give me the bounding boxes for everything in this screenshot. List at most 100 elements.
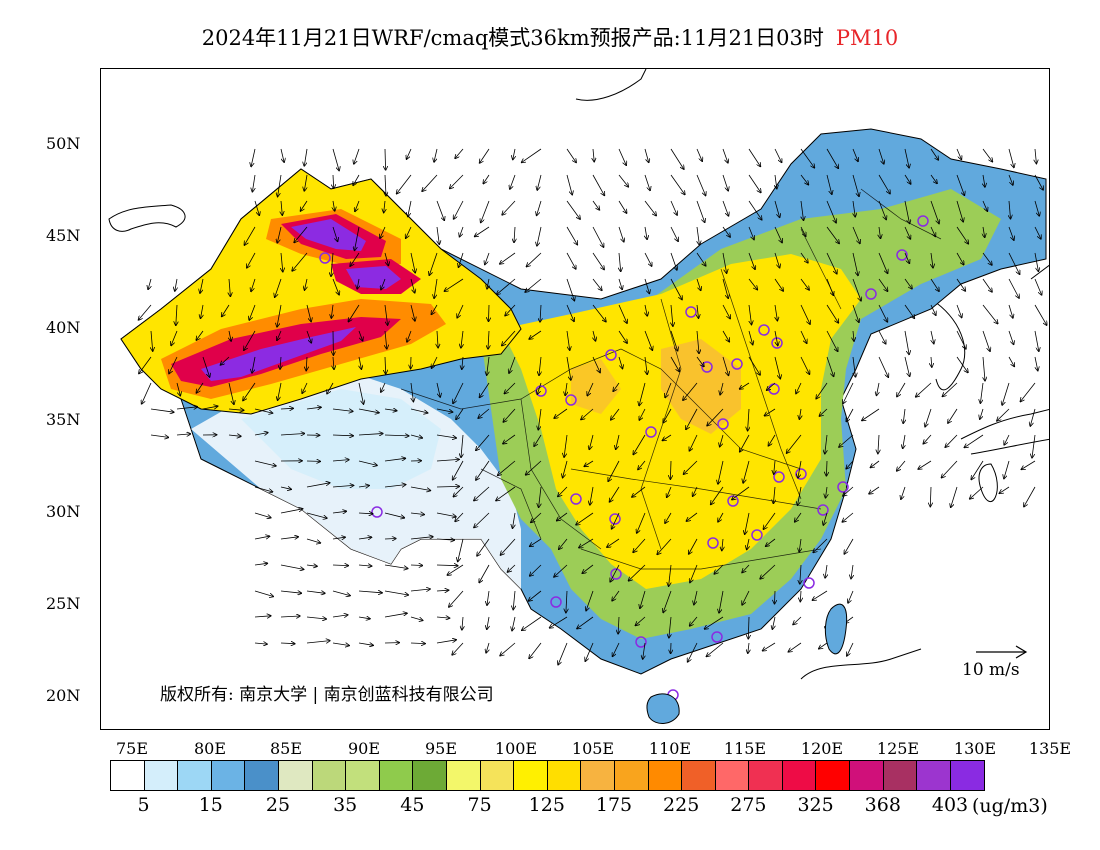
wind-arrow (254, 512, 271, 518)
wind-arrow (566, 148, 576, 162)
colorbar-label: 45 (400, 794, 425, 816)
wind-arrow (332, 615, 348, 617)
wind-arrow (526, 460, 542, 475)
wind-arrow (853, 330, 854, 341)
colorbar-label: 75 (467, 794, 492, 816)
wind-arrow (385, 148, 386, 170)
wind-arrow (748, 200, 762, 220)
wind-arrow (455, 512, 464, 521)
wind-arrow (410, 589, 430, 591)
wind-arrow (348, 304, 360, 322)
wind-arrow (1034, 174, 1043, 190)
wind-arrow (254, 200, 259, 215)
wind-arrow (852, 304, 859, 322)
wind-arrow (618, 304, 627, 323)
wind-arrow (150, 408, 174, 412)
wind-arrow (280, 616, 300, 617)
wind-arrow (636, 616, 646, 625)
map-title: 2024年11月21日WRF/cmaq模式36km预报产品:11月21日03时 P… (0, 22, 1100, 52)
wind-arrow (663, 590, 672, 612)
lon-tick-label: 105E (571, 739, 615, 758)
wind-arrow (407, 330, 412, 342)
wind-arrow (436, 512, 456, 517)
wind-arrow (453, 382, 464, 403)
wind-arrow (508, 564, 516, 572)
wind-arrow (956, 148, 961, 159)
wind-arrow (306, 407, 321, 409)
wind-arrow (358, 565, 372, 566)
wind-arrow (202, 356, 210, 377)
wind-arrow (593, 148, 594, 162)
wind-arrow (851, 564, 853, 579)
colorbar-label: 368 (864, 794, 901, 816)
wind-arrow (878, 148, 884, 164)
wind-arrow (632, 486, 646, 497)
wind-arrow (437, 226, 439, 244)
wind-arrow (450, 174, 464, 189)
lat-tick-label: 50N (46, 134, 81, 153)
wind-arrow (826, 226, 839, 243)
wind-arrow (773, 486, 775, 503)
wind-arrow (903, 434, 905, 448)
wind-arrow (743, 460, 750, 483)
wind-arrow (748, 356, 760, 375)
colorbar-label: 25 (265, 794, 291, 816)
wind-arrow (644, 200, 656, 216)
wind-arrow (254, 590, 273, 597)
wind-arrow (407, 148, 412, 159)
lon-tick-label: 120E (800, 739, 844, 758)
wind-arrow (618, 356, 623, 369)
wind-arrow (826, 304, 838, 323)
wind-arrow (639, 408, 646, 420)
wind-arrow (644, 278, 649, 294)
colorbar-cell (346, 761, 380, 790)
wind-arrow (436, 590, 449, 591)
wind-arrow (566, 252, 576, 269)
wind-arrow (429, 252, 438, 275)
wind-arrow (487, 616, 489, 629)
wind-arrow (643, 642, 645, 659)
wind-arrow (800, 330, 807, 343)
wind-arrow (456, 408, 464, 419)
wind-arrow (306, 565, 317, 566)
wind-arrow (670, 252, 677, 270)
wind-arrow (280, 148, 284, 162)
wind-arrow (812, 590, 828, 600)
wind-arrow (798, 460, 802, 478)
colorbar-cell (245, 761, 279, 790)
wind-arrow (487, 590, 489, 605)
wind-arrow (529, 330, 542, 339)
wind-arrow (720, 434, 724, 447)
wind-arrow (566, 304, 574, 321)
wind-arrow (748, 304, 752, 325)
wind-arrow (327, 382, 334, 394)
wind-arrow (306, 304, 311, 322)
wind-arrow (690, 616, 698, 626)
wind-arrow (796, 382, 802, 394)
wind-arrow (280, 487, 291, 489)
wind-arrow (176, 304, 177, 325)
wind-arrow (982, 330, 990, 351)
wind-arrow (501, 538, 516, 555)
wind-arrow (249, 304, 256, 320)
wind-arrow (982, 304, 998, 324)
wind-arrow (665, 382, 672, 398)
wind-arrow (670, 278, 682, 300)
wind-arrow (964, 434, 984, 447)
wind-arrow (410, 537, 433, 539)
wind-arrow (774, 252, 780, 268)
wind-arrow (748, 408, 749, 431)
colorbar-cell (278, 761, 313, 790)
wind-arrow (592, 200, 599, 210)
wind-arrow (644, 148, 649, 162)
wind-arrow (489, 304, 490, 321)
wind-arrow (696, 200, 705, 222)
wind-arrow (629, 564, 646, 581)
wind-arrow (618, 148, 626, 165)
wind-arrow (956, 278, 965, 291)
wind-arrow (611, 408, 620, 420)
wind-arrow (930, 200, 939, 224)
wind-arrow (826, 460, 827, 476)
neighbor-coastlines (108, 69, 1049, 680)
wind-arrow (930, 278, 939, 291)
